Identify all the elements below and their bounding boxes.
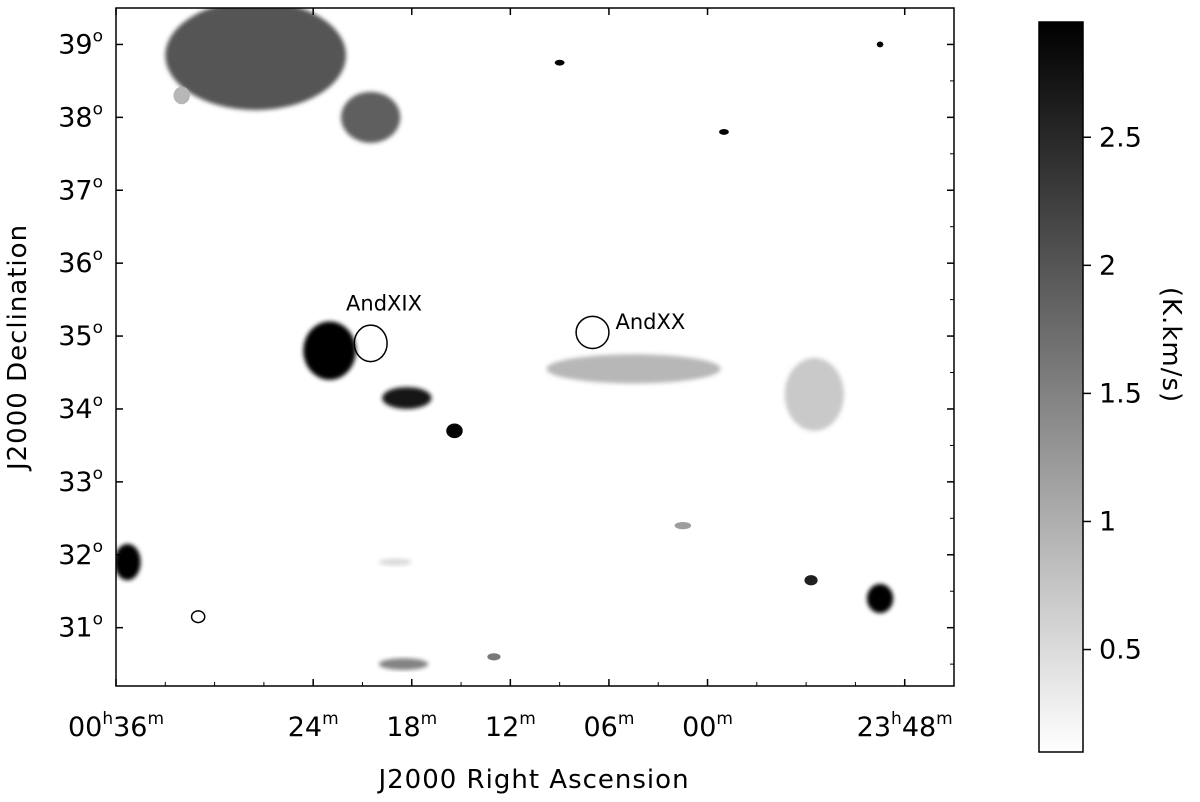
x-axis-title: J2000 Right Ascension	[376, 765, 689, 795]
y-tick-value: 36	[58, 248, 92, 279]
y-tick-degree: o	[93, 391, 103, 411]
emission-stream-middle	[382, 387, 432, 409]
x-tick-label: 06m	[583, 709, 634, 743]
colorbar	[1038, 21, 1084, 753]
y-tick-label: 32o	[58, 537, 103, 571]
emission-mid-spot	[674, 521, 692, 530]
x-tick-minutes-unit: m	[618, 709, 635, 729]
x-tick-hours: 23	[857, 712, 891, 743]
x-tick-minutes: 18	[386, 712, 420, 743]
y-tick-degree: o	[93, 99, 103, 119]
y-tick-label: 37o	[58, 172, 103, 206]
colorbar-tick-label: 2	[1099, 250, 1116, 281]
y-tick-label: 36o	[58, 245, 103, 279]
colorbar-title: (K.km/s)	[1156, 287, 1186, 403]
y-tick-value: 34	[58, 394, 92, 425]
emission-north-cloud	[165, 8, 347, 111]
colorbar-ticks: 0.5 1 1.5 2 2.5	[1083, 122, 1142, 666]
y-tick-degree: o	[93, 610, 103, 630]
colorbar-tick-label: 1	[1099, 506, 1116, 537]
y-tick-value: 39	[58, 29, 92, 60]
annotation-layer: AndXIX AndXX	[190, 292, 686, 624]
emission-southeast-spot	[804, 575, 818, 586]
x-tick-minutes-unit: m	[519, 709, 536, 729]
y-axis-title: J2000 Declination	[3, 224, 33, 472]
emission-south-patch	[378, 658, 429, 670]
y-tick-label: 33o	[58, 464, 103, 498]
x-tick-minutes: 00	[682, 712, 716, 743]
y-tick-value: 38	[58, 102, 92, 133]
y-tick-value: 32	[58, 540, 92, 571]
y-tick-value: 31	[58, 613, 92, 644]
x-tick-minutes-unit: m	[716, 709, 733, 729]
emission-north-cloud-spot	[173, 86, 190, 105]
heatmap-layer	[116, 8, 894, 670]
x-tick-minutes: 36	[113, 712, 147, 743]
y-tick-degree: o	[93, 26, 103, 46]
object-label-andxix: AndXIX	[346, 292, 422, 316]
x-tick-hours: 00	[68, 712, 102, 743]
emission-stream-tail	[446, 423, 463, 439]
emission-faint-south-spot	[378, 558, 412, 566]
emission-point-north-1	[554, 59, 565, 66]
y-tick-degree: o	[93, 537, 103, 557]
colorbar-tick-label: 0.5	[1099, 635, 1142, 666]
x-tick-label: 24m	[288, 709, 339, 743]
colorbar-tick-label: 1.5	[1099, 378, 1142, 409]
object-circle-andxx	[575, 315, 610, 350]
y-tick-value: 37	[58, 175, 92, 206]
x-tick-label: 12m	[485, 709, 536, 743]
emission-diffuse-band	[546, 354, 721, 384]
emission-west-edge-blob	[116, 543, 141, 581]
emission-diffuse-east-patch	[784, 357, 844, 431]
y-tick-value: 35	[58, 321, 92, 352]
x-axis-ticks: 00h36m 24m 18m 12m 06m 00m 23h48m	[68, 8, 955, 743]
y-tick-label: 35o	[58, 318, 103, 352]
y-tick-label: 38o	[58, 99, 103, 133]
x-tick-minutes: 06	[583, 712, 617, 743]
x-tick-label: 23h48m	[857, 709, 953, 743]
beam-marker	[190, 610, 206, 624]
emission-point-north-3	[876, 41, 884, 48]
y-tick-degree: o	[93, 245, 103, 265]
x-tick-hours-unit: h	[102, 709, 113, 729]
emission-southeast-blob	[866, 583, 894, 614]
emission-point-north-2	[719, 129, 729, 135]
y-tick-degree: o	[93, 172, 103, 192]
emission-stream-head	[303, 321, 356, 380]
y-tick-degree: o	[93, 464, 103, 484]
x-tick-hours-unit: h	[891, 709, 902, 729]
x-tick-minutes: 48	[902, 712, 936, 743]
y-tick-value: 33	[58, 467, 92, 498]
x-tick-minutes-unit: m	[147, 709, 164, 729]
x-tick-minutes-unit: m	[421, 709, 438, 729]
colorbar-tick-label: 2.5	[1099, 122, 1142, 153]
y-tick-label: 31o	[58, 610, 103, 644]
plot-frame	[115, 7, 955, 687]
y-tick-label: 34o	[58, 391, 103, 425]
x-tick-minutes-unit: m	[322, 709, 339, 729]
x-tick-minutes-unit: m	[936, 709, 953, 729]
x-tick-label: 00m	[682, 709, 733, 743]
x-tick-minutes: 12	[485, 712, 519, 743]
y-tick-degree: o	[93, 318, 103, 338]
x-tick-label: 00h36m	[68, 709, 164, 743]
emission-point-south	[487, 653, 501, 661]
x-tick-label: 18m	[386, 709, 437, 743]
object-circle-andxix	[353, 324, 388, 363]
object-label-andxx: AndXX	[616, 310, 686, 334]
y-tick-label: 39o	[58, 26, 103, 60]
emission-north-cloud-extension	[341, 91, 401, 143]
x-tick-minutes: 24	[288, 712, 322, 743]
